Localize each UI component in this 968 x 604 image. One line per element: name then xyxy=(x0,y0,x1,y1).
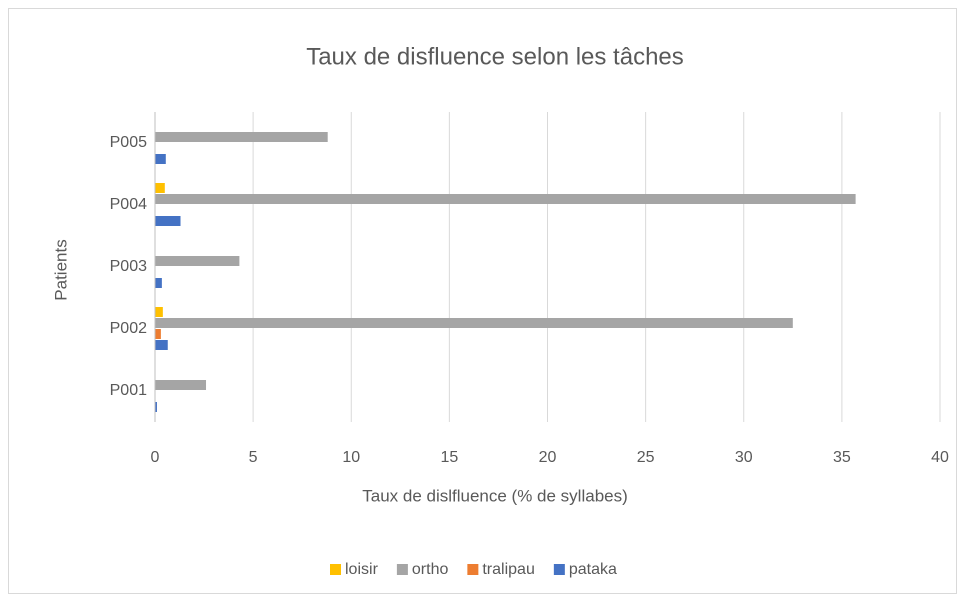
x-tick-label: 25 xyxy=(637,449,655,466)
x-tick-label: 35 xyxy=(833,449,851,466)
x-tick-label: 40 xyxy=(931,449,949,466)
legend-label: loisir xyxy=(345,561,379,578)
chart-border xyxy=(8,8,957,594)
x-tick-label: 0 xyxy=(151,449,160,466)
bar xyxy=(155,278,162,288)
bar xyxy=(155,194,856,204)
x-axis-label: Taux de dislfluence (% de syllabes) xyxy=(362,486,628,505)
bar xyxy=(155,154,166,164)
legend-swatch xyxy=(330,564,341,575)
x-tick-label: 20 xyxy=(539,449,557,466)
y-tick-label: P005 xyxy=(110,134,147,151)
bar xyxy=(155,256,240,266)
y-tick-label: P001 xyxy=(110,382,147,399)
y-tick-label: P002 xyxy=(110,320,147,337)
y-tick-label: P004 xyxy=(110,196,147,213)
bar xyxy=(155,380,207,390)
bar xyxy=(155,340,168,350)
legend-swatch xyxy=(553,564,565,575)
bar xyxy=(155,216,181,226)
x-tick-label: 10 xyxy=(342,449,360,466)
legend-swatch xyxy=(396,564,408,575)
legend-label: ortho xyxy=(412,561,449,578)
x-tick-label: 30 xyxy=(735,449,753,466)
bar xyxy=(155,402,157,412)
bar xyxy=(155,318,793,328)
chart-title: Taux de disfluence selon les tâches xyxy=(306,43,684,70)
bar xyxy=(155,183,165,193)
y-axis-label: Patients xyxy=(51,239,70,300)
legend-label: tralipau xyxy=(482,561,534,578)
bar xyxy=(155,329,161,339)
y-tick-label: P003 xyxy=(110,258,147,275)
legend-label: pataka xyxy=(569,561,617,578)
x-tick-label: 5 xyxy=(249,449,258,466)
bar xyxy=(155,307,163,317)
x-tick-label: 15 xyxy=(440,449,458,466)
bar xyxy=(155,132,328,142)
legend-swatch xyxy=(467,564,479,575)
